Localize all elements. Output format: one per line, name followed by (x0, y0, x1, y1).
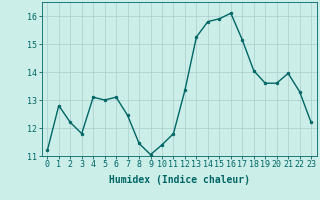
X-axis label: Humidex (Indice chaleur): Humidex (Indice chaleur) (109, 175, 250, 185)
